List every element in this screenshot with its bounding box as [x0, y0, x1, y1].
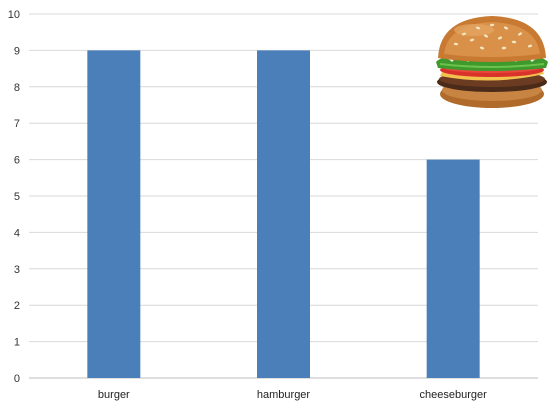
y-tick-label: 2 — [14, 300, 20, 312]
x-axis-labels: burger hamburger cheeseburger — [98, 389, 487, 401]
y-tick-label: 5 — [14, 191, 20, 203]
x-tick-label-cheeseburger: cheeseburger — [420, 389, 488, 401]
y-tick-label: 0 — [14, 373, 20, 385]
y-tick-label: 10 — [8, 9, 20, 21]
bars — [87, 50, 480, 379]
bar-burger — [87, 50, 141, 379]
y-tick-label: 1 — [14, 337, 20, 349]
y-tick-label: 8 — [14, 82, 20, 94]
x-tick-label-hamburger: hamburger — [257, 389, 311, 401]
y-tick-label: 4 — [14, 227, 20, 239]
y-tick-label: 6 — [14, 155, 20, 167]
y-tick-label: 9 — [14, 45, 20, 57]
y-tick-label: 3 — [14, 264, 20, 276]
bar-cheeseburger — [426, 159, 480, 378]
bar-hamburger — [257, 50, 310, 379]
y-tick-label: 7 — [14, 118, 20, 130]
x-tick-label-burger: burger — [98, 389, 130, 401]
y-axis-ticks: 0 1 2 3 4 5 6 7 8 9 10 — [8, 9, 20, 385]
burger-image — [436, 16, 548, 108]
